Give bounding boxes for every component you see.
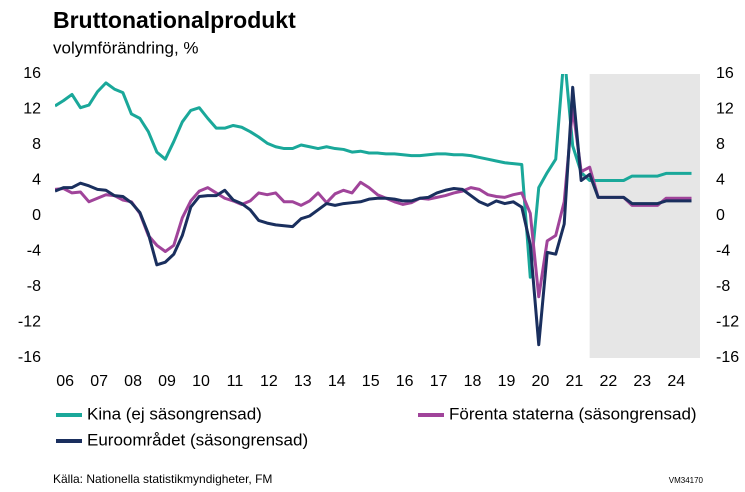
y2-tick-label: 0: [716, 207, 725, 224]
y2-tick-label: -4: [716, 243, 730, 260]
x-tick-label: 13: [294, 373, 312, 390]
y-tick-label: -16: [18, 349, 41, 366]
x-tick-label: 15: [362, 373, 380, 390]
legend-label: Förenta staterna (säsongrensad): [449, 404, 697, 423]
legend-label: Kina (ej säsongrensad): [87, 404, 262, 423]
y2-tick-label: 12: [716, 101, 734, 118]
y-tick-label: -12: [18, 314, 41, 331]
y-tick-label: 0: [32, 207, 41, 224]
chart-subtitle: volymförändring, %: [53, 38, 199, 57]
chart-code: VM34170: [669, 476, 704, 485]
x-tick-label: 11: [227, 373, 244, 390]
y-tick-label: 4: [32, 172, 41, 189]
series-line: [55, 106, 692, 299]
x-tick-label: 12: [260, 373, 278, 390]
x-tick-label: 19: [498, 373, 516, 390]
x-tick-label: 21: [565, 373, 583, 390]
chart-title: Bruttonationalprodukt: [53, 7, 296, 33]
y-tick-label: -4: [27, 243, 41, 260]
x-tick-label: 23: [633, 373, 651, 390]
x-tick-label: 16: [396, 373, 414, 390]
y2-tick-label: 4: [716, 172, 725, 189]
y2-tick-label: -8: [716, 278, 730, 295]
x-tick-label: 09: [158, 373, 176, 390]
y2-tick-label: 8: [716, 136, 725, 153]
x-tick-label: 18: [464, 373, 482, 390]
y2-tick-label: -12: [716, 314, 739, 331]
x-tick-label: 22: [599, 373, 617, 390]
plot-area: [55, 74, 692, 347]
x-tick-label: 14: [328, 373, 346, 390]
series-line: [55, 85, 692, 347]
source: Källa: Nationella statistikmyndigheter, …: [53, 472, 272, 486]
y-tick-label: 8: [32, 136, 41, 153]
x-tick-label: 17: [430, 373, 448, 390]
y-tick-label: -8: [27, 278, 41, 295]
y-tick-label: 12: [23, 101, 41, 118]
x-tick-label: 08: [124, 373, 142, 390]
legend-label: Euroområdet (säsongrensad): [87, 430, 308, 449]
x-tick-label: 20: [532, 373, 550, 390]
x-tick-label: 06: [56, 373, 74, 390]
y2-tick-label: 16: [716, 65, 734, 82]
forecast-area: [589, 74, 700, 358]
x-tick-label: 24: [667, 373, 685, 390]
y-tick-label: 16: [23, 65, 41, 82]
y2-tick-label: -16: [716, 349, 739, 366]
x-tick-label: 07: [90, 373, 108, 390]
x-tick-label: 10: [192, 373, 210, 390]
